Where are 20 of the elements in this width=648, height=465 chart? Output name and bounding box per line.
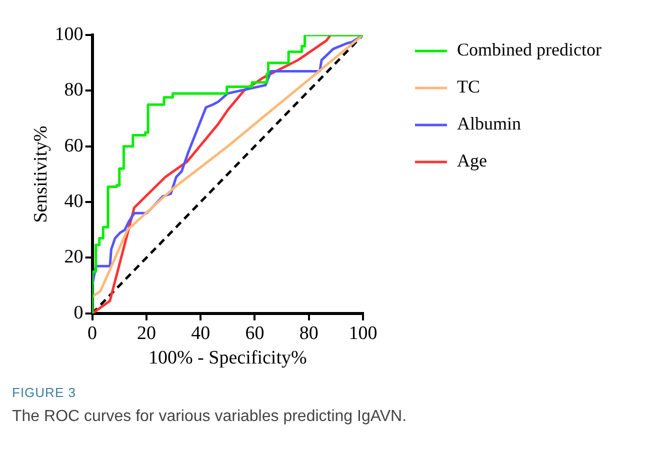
y-tick-label: 0: [74, 302, 84, 324]
y-tick-label: 40: [64, 191, 84, 212]
x-tick-label: 80: [299, 322, 318, 344]
text: The ROC curves for various variables predicting IgAVN.: [12, 408, 407, 426]
y-tick-label: 100: [54, 24, 84, 45]
x-tick-label: 100: [348, 322, 378, 344]
legend-label: Age: [457, 150, 487, 171]
x-tick-label: 60: [245, 322, 264, 344]
legend-label: TC: [457, 76, 480, 97]
y-tick-label: 60: [64, 135, 84, 156]
x-axis-title: 100% - Specificity%: [148, 348, 307, 369]
x-tick-label: 40: [191, 322, 210, 344]
y-tick-label: 20: [64, 246, 84, 268]
legend-label: Albumin: [457, 114, 522, 134]
x-tick-label: 20: [136, 322, 156, 344]
legend-label: Combined predictor: [457, 40, 602, 60]
x-tick-label: 0: [88, 322, 98, 344]
caption: FIGURE 3: [12, 385, 77, 400]
y-tick-label: 80: [64, 80, 84, 101]
y-axis-title: Sensitivity%: [30, 125, 52, 223]
